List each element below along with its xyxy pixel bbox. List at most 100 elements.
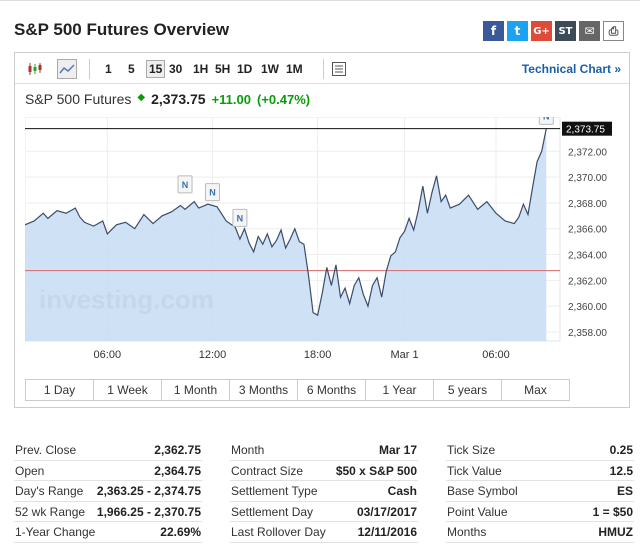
- stat-row: Contract Size $50 x S&P 500: [230, 461, 418, 481]
- stat-value: 03/17/2017: [356, 504, 417, 519]
- stat-label: Base Symbol: [447, 484, 518, 498]
- x-tick-label: 06:00: [94, 349, 122, 361]
- print-icon[interactable]: ⎙: [603, 21, 624, 41]
- stat-row: Prev. Close 2,362.75: [14, 440, 202, 461]
- range-selector: 1 Day 1 Week 1 Month 3 Months 6 Months 1 Year…: [25, 379, 570, 401]
- x-tick-label: 06:00: [482, 349, 510, 361]
- up-arrow-icon: ◆: [137, 92, 146, 103]
- y-tick-label: 2,360.00: [568, 302, 607, 313]
- stat-label: Open: [15, 463, 45, 478]
- range-3-months-button[interactable]: 3 Months: [230, 380, 298, 400]
- area-chart-icon[interactable]: [57, 59, 77, 79]
- stat-label: Month: [231, 443, 265, 457]
- quote-header: S&P 500 Futures ◆ 2,373.75 +11.00 (+0.47…: [25, 91, 310, 107]
- interval-1d-button[interactable]: 1D: [237, 62, 253, 76]
- stat-label: Contract Size: [231, 463, 304, 478]
- interval-1-button[interactable]: 1: [105, 62, 112, 76]
- stat-label: Prev. Close: [15, 443, 77, 457]
- stat-value: 12/11/2016: [357, 525, 417, 539]
- stat-value: Cash: [387, 484, 417, 498]
- interval-1m-button[interactable]: 1M: [286, 62, 303, 76]
- news-marker[interactable]: [232, 208, 248, 227]
- y-tick-label: 2,362.00: [568, 276, 607, 287]
- stat-row: 52 wk Range 1,966.25 - 2,370.75: [14, 502, 202, 522]
- stat-row: Open 2,364.75: [14, 461, 202, 481]
- price-area-fill: [25, 128, 547, 341]
- stat-value: 2,362.75: [154, 443, 201, 457]
- y-tick-label: 2,366.00: [568, 225, 607, 236]
- range-1-month-button[interactable]: 1 Month: [162, 380, 230, 400]
- last-price-tag-label: 2,373.75: [566, 125, 605, 136]
- chart-toolbar: Technical Chart » 1 5 15 30 1H 5H 1D 1W 1M: [15, 53, 629, 84]
- y-tick-label: 2,370.00: [568, 173, 607, 184]
- news-marker[interactable]: [204, 183, 220, 202]
- email-icon[interactable]: ✉: [579, 21, 600, 41]
- price-change-percent: (+0.47%): [256, 92, 311, 107]
- chart-panel: Technical Chart » 1 5 15 30 1H 5H 1D 1W 1M S&P 5…: [14, 52, 630, 408]
- y-tick-label: 2,372.00: [568, 147, 607, 158]
- news-marker-label: N: [237, 213, 244, 223]
- news-marker[interactable]: [538, 117, 554, 125]
- stat-value: 1,966.25 - 2,370.75: [96, 504, 201, 519]
- toolbar-divider: [89, 59, 90, 79]
- interval-5-button[interactable]: 5: [128, 62, 135, 76]
- stat-row: Months HMUZ: [446, 522, 634, 543]
- range-max-button[interactable]: Max: [524, 383, 547, 397]
- google-plus-icon[interactable]: G+: [531, 21, 552, 41]
- stat-row: Last Rollover Day 12/11/2016: [230, 522, 418, 543]
- y-tick-label: 2,358.00: [568, 328, 607, 339]
- candlestick-chart-icon[interactable]: [25, 59, 45, 79]
- table-view-icon[interactable]: [329, 59, 349, 79]
- news-marker-label: N: [543, 117, 550, 121]
- range-6-months-button[interactable]: 6 Months: [298, 380, 366, 400]
- interval-30-button[interactable]: 30: [169, 62, 183, 76]
- interval-1w-button[interactable]: 1W: [261, 62, 279, 76]
- stat-label: Months: [447, 525, 487, 539]
- instrument-name: S&P 500 Futures: [25, 91, 132, 107]
- stat-value: 0.25: [609, 443, 633, 457]
- stat-row: Base Symbol ES: [446, 481, 634, 502]
- stat-value: 1 = $50: [592, 504, 633, 519]
- last-price: 2,373.75: [151, 91, 206, 107]
- stat-row: Tick Value 12.5: [446, 461, 634, 481]
- stat-value: 22.69%: [160, 525, 201, 539]
- facebook-icon[interactable]: f: [483, 21, 504, 41]
- stat-value: ES: [616, 484, 633, 498]
- stat-row: Day's Range 2,363.25 - 2,374.75: [14, 481, 202, 502]
- toolbar-divider: [323, 59, 324, 79]
- stat-label: Point Value: [447, 504, 508, 519]
- stat-label: 52 wk Range: [15, 504, 86, 519]
- stat-value: 2,364.75: [154, 463, 201, 478]
- x-tick-label: 18:00: [304, 349, 332, 361]
- stocktwits-icon[interactable]: ST: [555, 21, 576, 41]
- page-title: S&P 500 Futures Overview: [14, 20, 230, 39]
- twitter-icon[interactable]: t: [507, 21, 528, 41]
- x-tick-label: Mar 1: [390, 349, 418, 361]
- technical-chart-link[interactable]: Technical Chart »: [521, 62, 621, 76]
- y-tick-label: 2,364.00: [568, 251, 607, 262]
- news-marker-label: N: [182, 180, 189, 190]
- stat-label: Tick Size: [447, 443, 496, 457]
- price-chart[interactable]: 2,372.00 2,370.00 2,368.00 2,366.00 2,364.00…: [25, 117, 621, 373]
- stat-label: Tick Value: [447, 463, 502, 478]
- stats-column: Month Mar 17 Contract Size $50 x S&P 500 Set…: [230, 440, 418, 543]
- range-5-years-button[interactable]: 5 years: [434, 380, 502, 400]
- range-1-day-button[interactable]: 1 Day: [26, 380, 94, 400]
- x-tick-label: 12:00: [199, 349, 227, 361]
- stat-label: Day's Range: [15, 484, 84, 498]
- news-marker[interactable]: [177, 175, 193, 194]
- interval-15-button[interactable]: 15: [146, 60, 166, 78]
- stat-label: Last Rollover Day: [231, 525, 326, 539]
- stat-value: 12.5: [609, 463, 633, 478]
- last-price-tag: [562, 121, 612, 136]
- share-bar: f t G+ ST ✉ ⎙: [483, 21, 624, 41]
- price-change: +11.00: [211, 92, 251, 107]
- interval-1h-button[interactable]: 1H: [193, 62, 209, 76]
- stat-value: Mar 17: [378, 443, 417, 457]
- range-1-week-button[interactable]: 1 Week: [94, 380, 162, 400]
- stat-value: $50 x S&P 500: [335, 463, 417, 478]
- interval-5h-button[interactable]: 5H: [215, 62, 231, 76]
- range-1-year-button[interactable]: 1 Year: [366, 380, 434, 400]
- price-line: [25, 128, 547, 317]
- stat-row: Settlement Type Cash: [230, 481, 418, 502]
